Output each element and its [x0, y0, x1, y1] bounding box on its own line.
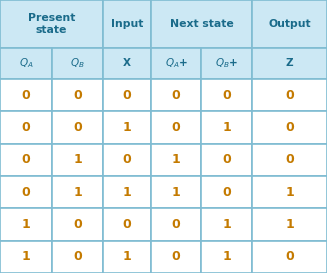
Bar: [52, 111, 103, 144]
Bar: [0, 48, 52, 79]
Bar: [52, 144, 103, 176]
Bar: [151, 208, 201, 241]
Text: 0: 0: [172, 89, 181, 102]
Text: 1: 1: [22, 218, 30, 231]
Bar: [0, 208, 52, 241]
Text: Next state: Next state: [170, 19, 233, 29]
Bar: [201, 79, 252, 111]
Text: 0: 0: [123, 218, 131, 231]
Bar: [252, 144, 327, 176]
Bar: [0, 79, 52, 111]
Bar: [252, 79, 327, 111]
Bar: [201, 241, 252, 273]
Bar: [201, 111, 252, 144]
Text: X: X: [123, 58, 131, 69]
Text: $Q_A$: $Q_A$: [19, 57, 33, 70]
Bar: [151, 111, 201, 144]
Bar: [52, 176, 103, 208]
Text: 1: 1: [172, 153, 181, 167]
Text: 0: 0: [172, 218, 181, 231]
Text: 1: 1: [73, 186, 82, 199]
Text: Z: Z: [286, 58, 293, 69]
Bar: [52, 48, 103, 79]
Text: 1: 1: [123, 186, 131, 199]
Text: 0: 0: [22, 186, 30, 199]
Text: 1: 1: [123, 121, 131, 134]
Bar: [151, 79, 201, 111]
Text: 1: 1: [73, 153, 82, 167]
Bar: [252, 111, 327, 144]
Bar: [201, 144, 252, 176]
Text: 1: 1: [222, 121, 231, 134]
Bar: [103, 241, 151, 273]
Text: 1: 1: [222, 218, 231, 231]
Bar: [103, 48, 151, 79]
Bar: [252, 48, 327, 79]
Bar: [103, 144, 151, 176]
Text: $Q_A$+: $Q_A$+: [164, 57, 188, 70]
Text: 0: 0: [73, 121, 82, 134]
Bar: [103, 176, 151, 208]
Bar: [0, 144, 52, 176]
Text: Input: Input: [111, 19, 143, 29]
Text: 0: 0: [22, 153, 30, 167]
Text: 0: 0: [285, 89, 294, 102]
Text: 0: 0: [222, 89, 231, 102]
Bar: [151, 144, 201, 176]
Bar: [151, 241, 201, 273]
Text: 0: 0: [285, 250, 294, 263]
Bar: [52, 79, 103, 111]
Text: 0: 0: [73, 89, 82, 102]
Bar: [52, 208, 103, 241]
Text: 1: 1: [222, 250, 231, 263]
Text: 1: 1: [285, 186, 294, 199]
Bar: [252, 208, 327, 241]
Text: 0: 0: [22, 89, 30, 102]
Text: 0: 0: [22, 121, 30, 134]
Text: 0: 0: [222, 153, 231, 167]
Bar: [151, 48, 201, 79]
Text: 0: 0: [123, 153, 131, 167]
Bar: [0, 176, 52, 208]
Text: $Q_B$: $Q_B$: [70, 57, 85, 70]
Text: $Q_B$+: $Q_B$+: [215, 57, 238, 70]
Bar: [201, 176, 252, 208]
Bar: [103, 79, 151, 111]
Text: 0: 0: [222, 186, 231, 199]
Text: 0: 0: [172, 121, 181, 134]
Bar: [103, 111, 151, 144]
Text: 1: 1: [123, 250, 131, 263]
Text: 0: 0: [73, 250, 82, 263]
Bar: [0, 111, 52, 144]
Bar: [151, 0, 252, 48]
Bar: [151, 176, 201, 208]
Text: 0: 0: [73, 218, 82, 231]
Text: 0: 0: [123, 89, 131, 102]
Text: 0: 0: [285, 121, 294, 134]
Bar: [103, 208, 151, 241]
Bar: [252, 0, 327, 48]
Bar: [201, 208, 252, 241]
Bar: [52, 241, 103, 273]
Text: 1: 1: [172, 186, 181, 199]
Bar: [0, 241, 52, 273]
Text: 0: 0: [285, 153, 294, 167]
Text: Output: Output: [268, 19, 311, 29]
Bar: [252, 176, 327, 208]
Text: Present
state: Present state: [28, 13, 75, 35]
Bar: [0, 0, 103, 48]
Bar: [103, 0, 151, 48]
Bar: [201, 48, 252, 79]
Text: 0: 0: [172, 250, 181, 263]
Bar: [252, 241, 327, 273]
Text: 1: 1: [22, 250, 30, 263]
Text: 1: 1: [285, 218, 294, 231]
